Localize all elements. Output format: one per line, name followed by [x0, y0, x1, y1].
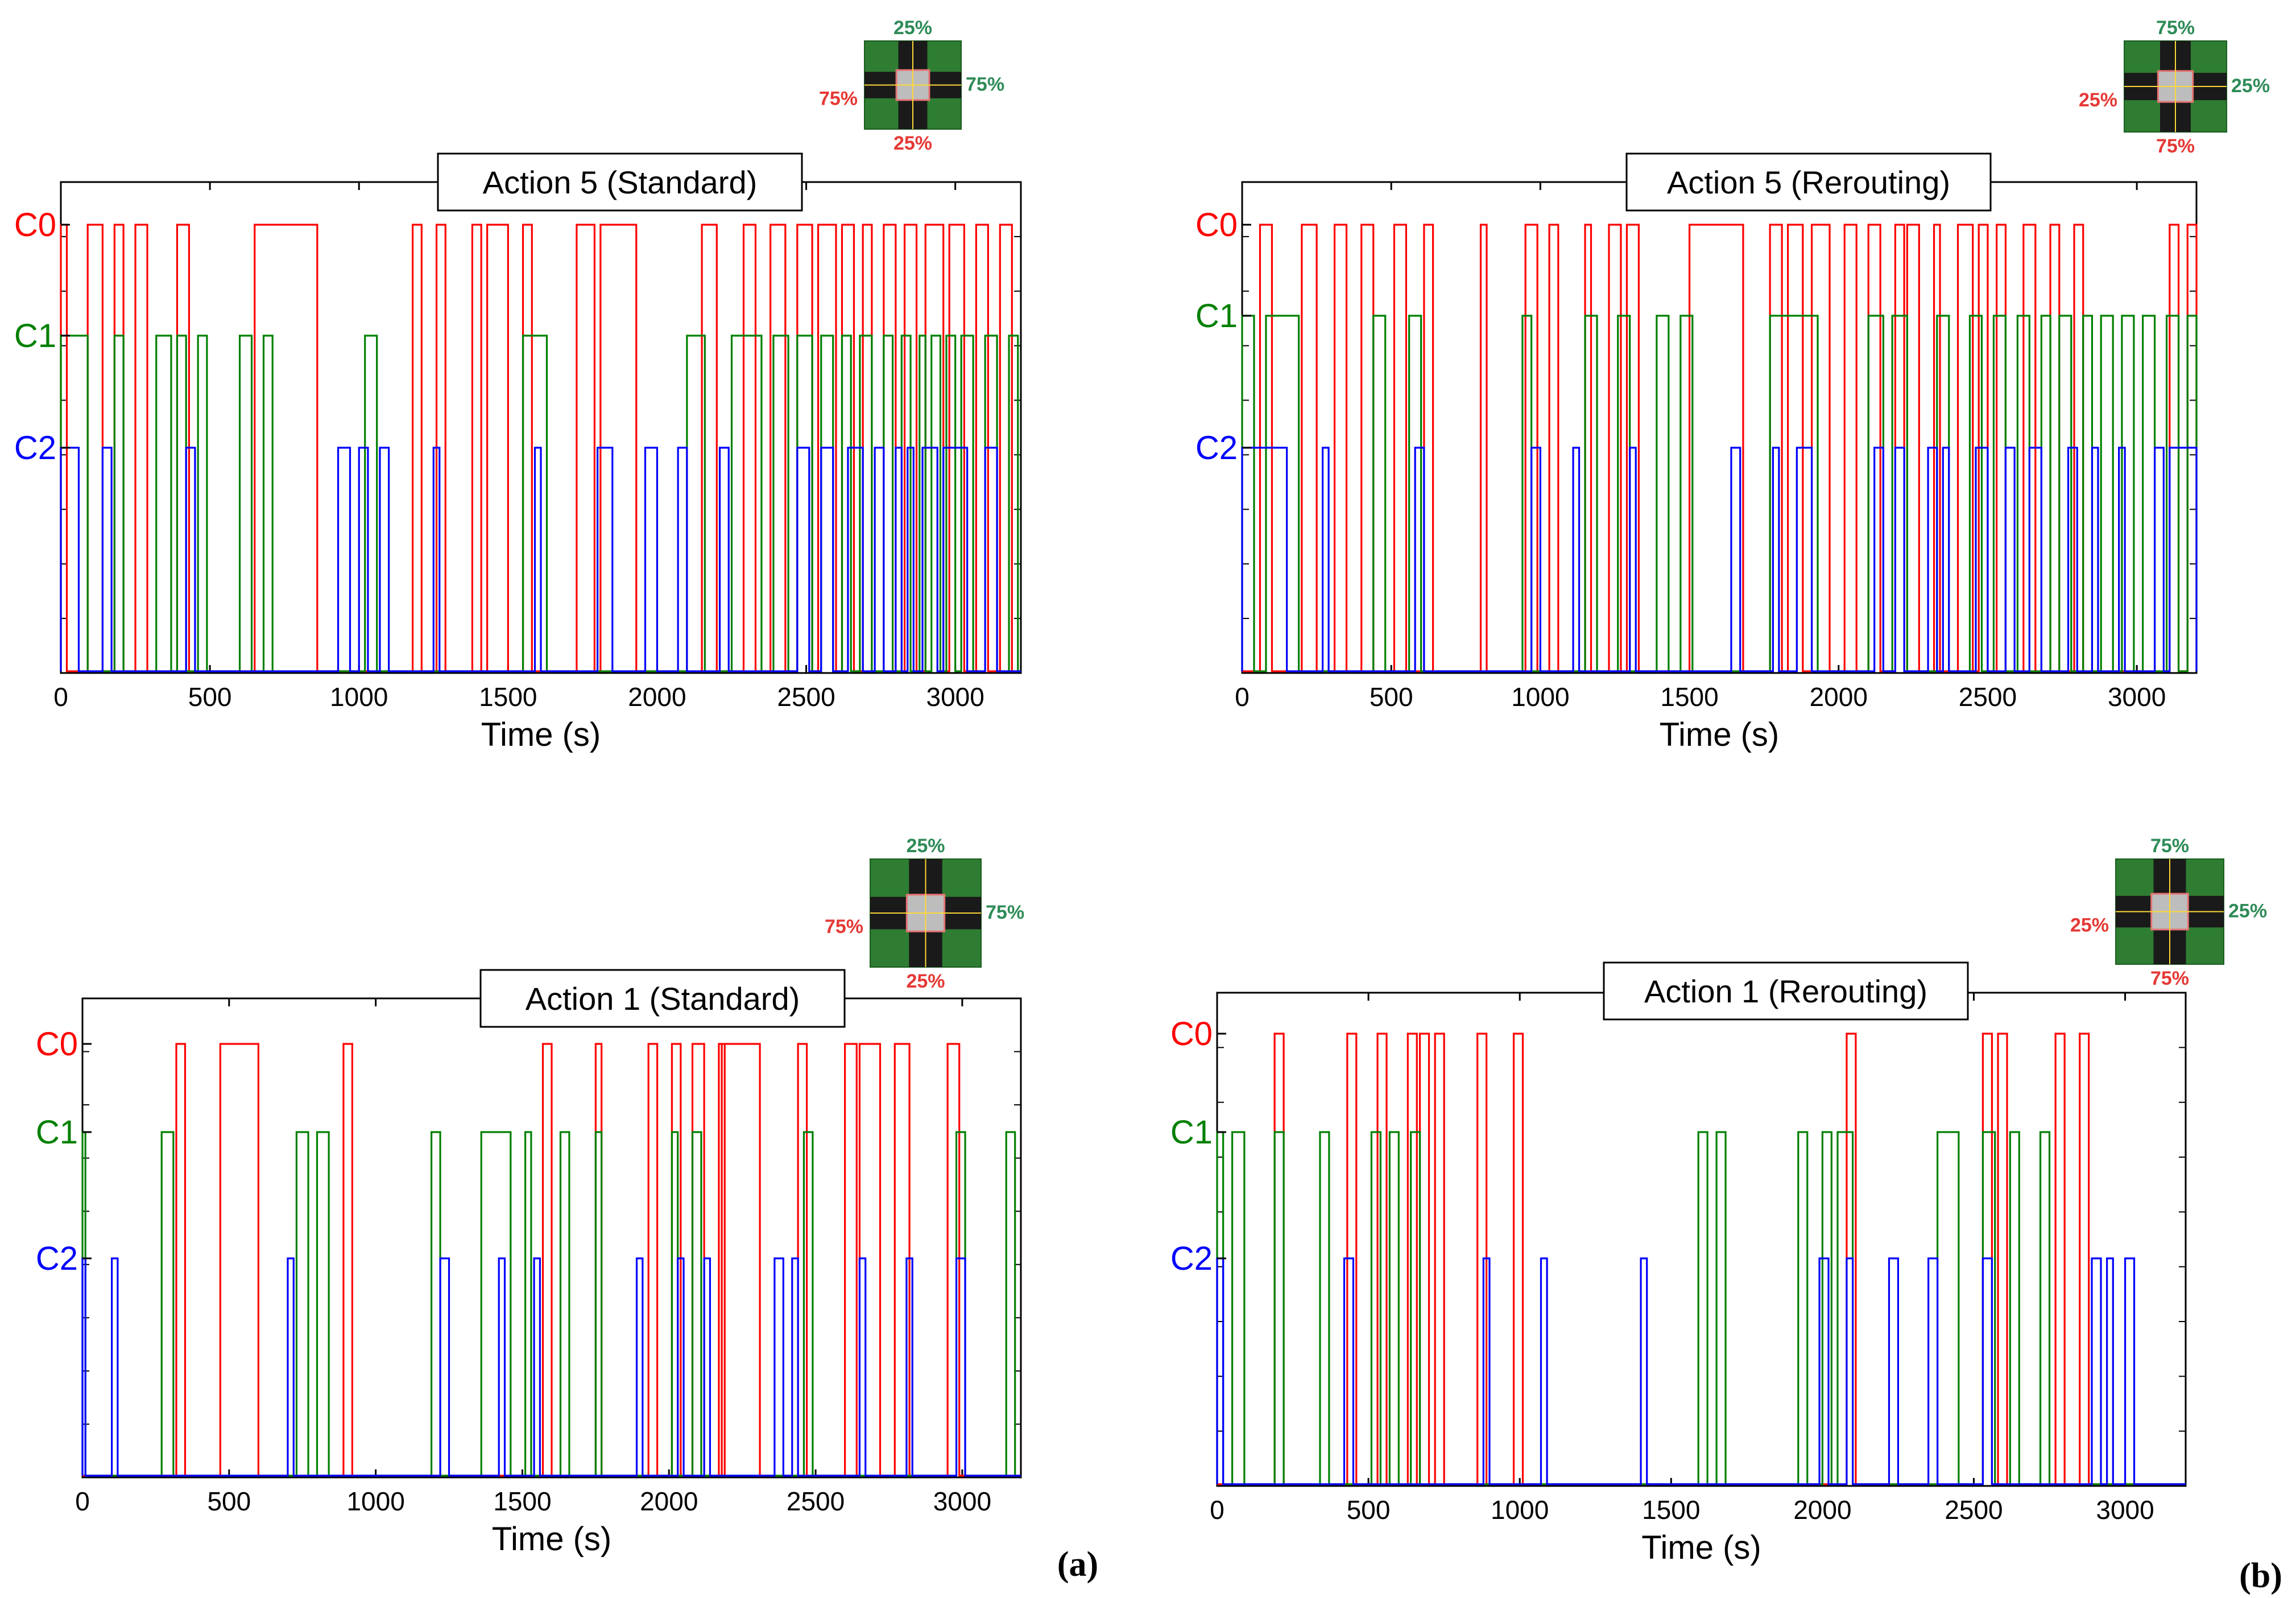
chart-title-box: [437, 152, 803, 212]
x-tick-label: 3000: [926, 682, 984, 712]
x-tick-label: 2000: [1793, 1495, 1851, 1525]
x-tick-label: 3000: [933, 1486, 991, 1516]
inset-percent-south: 25%: [906, 971, 945, 992]
inset-percent-west: 25%: [2079, 89, 2117, 111]
x-tick-label: 0: [75, 1486, 90, 1516]
y-level-label-C1: C1: [1195, 298, 1238, 335]
y-level-label-C1: C1: [36, 1114, 78, 1151]
y-level-label-C1: C1: [14, 317, 56, 354]
x-tick-label: 3000: [2108, 682, 2166, 712]
inset-percent-north: 25%: [906, 835, 945, 857]
inset-percent-west: 75%: [819, 88, 858, 110]
intersection-inset: [2124, 40, 2227, 133]
inset-percent-east: 75%: [966, 74, 1004, 96]
y-level-label-C0: C0: [1170, 1015, 1213, 1052]
x-tick-label: 2500: [1945, 1495, 2003, 1525]
series-line-C0: [82, 1043, 1021, 1477]
x-tick-label: 1000: [330, 682, 388, 712]
chart-panel-1: 0 500 1000 1500 2000 2500 3000 Time (s) C0 C1 C2 Ac…: [14, 17, 1022, 753]
inset-percent-west: 25%: [2070, 915, 2109, 936]
x-tick-label: 2500: [777, 682, 835, 712]
x-tick-label: 1000: [346, 1486, 404, 1516]
y-level-label-C2: C2: [1195, 430, 1238, 466]
series-line-C2: [1241, 447, 2198, 672]
x-axis-label: Time (s): [1641, 1529, 1761, 1566]
x-tick-label: 0: [53, 682, 68, 712]
x-tick-label: 0: [1235, 682, 1250, 712]
x-tick-label: 1000: [1491, 1495, 1549, 1525]
intersection-inset: [2115, 858, 2224, 965]
inset-percent-east: 75%: [986, 902, 1024, 923]
series-line-C2: [81, 1257, 1021, 1477]
y-level-label-C1: C1: [1170, 1114, 1213, 1151]
inset-percent-east: 25%: [2228, 901, 2267, 922]
panel-letter-a: (a): [1057, 1545, 1098, 1584]
y-level-label-C2: C2: [36, 1240, 78, 1277]
x-tick-label: 500: [1370, 682, 1413, 712]
x-tick-label: 2000: [1810, 682, 1868, 712]
inset-percent-east: 25%: [2231, 75, 2270, 97]
chart-title: Action 1 (Rerouting): [1644, 973, 1927, 1009]
x-tick-label: 1500: [493, 1486, 551, 1516]
y-level-label-C0: C0: [14, 207, 56, 243]
x-tick-label: 3000: [2096, 1495, 2154, 1525]
inset-percent-west: 75%: [825, 916, 863, 938]
series-line-C1: [1241, 315, 2198, 672]
y-level-label-C0: C0: [1195, 207, 1238, 243]
inset-percent-south: 75%: [2156, 135, 2195, 157]
x-tick-label: 500: [207, 1486, 251, 1516]
x-tick-label: 2000: [628, 682, 686, 712]
chart-title: Action 1 (Standard): [526, 981, 800, 1017]
x-axis-label: Time (s): [1660, 716, 1779, 753]
inset-percent-north: 25%: [893, 17, 932, 39]
series-line-C1: [1216, 1131, 2186, 1485]
intersection-inset: [870, 858, 982, 968]
inset-percent-south: 25%: [893, 133, 932, 154]
x-tick-label: 1000: [1511, 682, 1569, 712]
inset-percent-north: 75%: [2156, 17, 2195, 39]
chart-title-box: [479, 969, 846, 1028]
y-level-label-C2: C2: [1170, 1240, 1213, 1277]
x-axis-label: Time (s): [492, 1521, 611, 1558]
x-axis-label: Time (s): [481, 716, 601, 753]
chart-title-box: [1625, 152, 1992, 212]
chart-panel-4: 0 500 1000 1500 2000 2500 3000 Time (s) C0 C1 C2 Ac…: [1170, 835, 2267, 1566]
x-tick-label: 2500: [787, 1486, 845, 1516]
x-tick-label: 500: [188, 682, 232, 712]
chart-panel-3: 0 500 1000 1500 2000 2500 3000 Time (s) C0 C1 C2 Ac…: [36, 835, 1024, 1558]
x-tick-label: 2500: [1959, 682, 2017, 712]
x-tick-label: 1500: [1660, 682, 1718, 712]
chart-title: Action 5 (Rerouting): [1667, 164, 1950, 200]
series-line-C2: [1216, 1257, 2186, 1485]
chart-title: Action 5 (Standard): [483, 164, 757, 200]
chart-panel-2: 0 500 1000 1500 2000 2500 3000 Time (s) C0 C1 C2 Ac…: [1195, 17, 2270, 753]
chart-title-box: [1603, 961, 1969, 1021]
x-tick-label: 1500: [479, 682, 537, 712]
intersection-inset: [864, 40, 962, 130]
x-tick-label: 500: [1347, 1495, 1391, 1525]
panel-letter-b: (b): [2239, 1556, 2282, 1595]
inset-percent-north: 75%: [2150, 835, 2189, 857]
x-tick-label: 0: [1210, 1495, 1224, 1525]
y-level-label-C2: C2: [14, 430, 56, 466]
x-tick-label: 1500: [1642, 1495, 1700, 1525]
y-level-label-C0: C0: [36, 1026, 78, 1063]
inset-percent-south: 75%: [2150, 968, 2189, 989]
series-line-C2: [60, 447, 1021, 672]
x-tick-label: 2000: [640, 1486, 698, 1516]
